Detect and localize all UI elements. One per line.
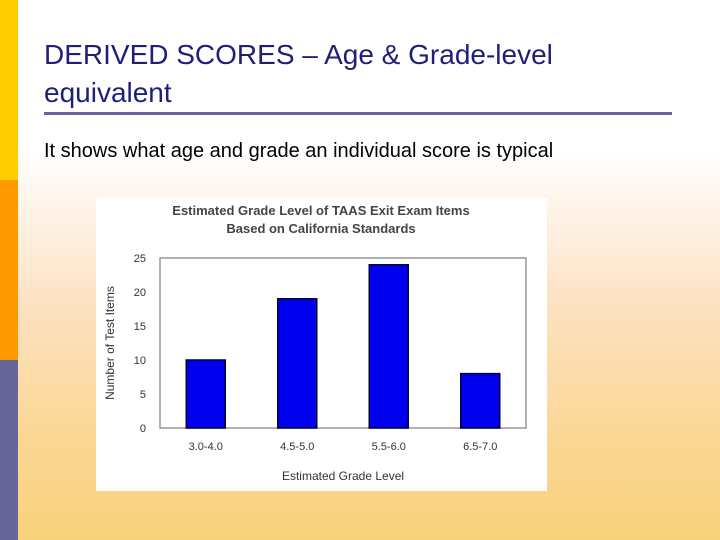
y-tick-label: 5 xyxy=(140,389,146,401)
plot-frame xyxy=(159,257,527,429)
accent-bar-middle xyxy=(0,180,18,360)
x-tick-label: 3.0-4.0 xyxy=(189,441,223,453)
slide-subtitle: It shows what age and grade an individua… xyxy=(44,140,554,162)
bar-6.5-7.0 xyxy=(460,372,501,429)
chart-title-line-2: Based on California Standards xyxy=(226,221,415,236)
accent-bar-bottom xyxy=(0,360,18,540)
x-tick-label: 5.5-6.0 xyxy=(372,441,406,453)
bar-4.5-5.0 xyxy=(277,298,318,429)
y-tick-label: 15 xyxy=(134,321,146,333)
x-tick-label: 4.5-5.0 xyxy=(280,441,314,453)
x-tick-label: 6.5-7.0 xyxy=(463,441,497,453)
y-tick-label: 25 xyxy=(134,253,146,265)
chart-container: Estimated Grade Level of TAAS Exit Exam … xyxy=(96,198,547,491)
accent-bar-top xyxy=(0,0,18,180)
x-axis-label: Estimated Grade Level xyxy=(282,469,404,483)
chart-title-line-1: Estimated Grade Level of TAAS Exit Exam … xyxy=(172,203,469,218)
title-divider xyxy=(44,112,672,115)
y-tick-label: 10 xyxy=(134,355,146,367)
y-axis-label: Number of Test Items xyxy=(103,286,117,400)
y-tick-label: 0 xyxy=(140,423,146,435)
slide-title: DERIVED SCORES – Age & Grade-level equiv… xyxy=(44,39,553,108)
y-tick-label: 20 xyxy=(134,287,146,299)
bar-5.5-6.0 xyxy=(368,264,409,429)
bar-chart: Estimated Grade Level of TAAS Exit Exam … xyxy=(103,203,527,483)
bar-3.0-4.0 xyxy=(185,359,226,429)
